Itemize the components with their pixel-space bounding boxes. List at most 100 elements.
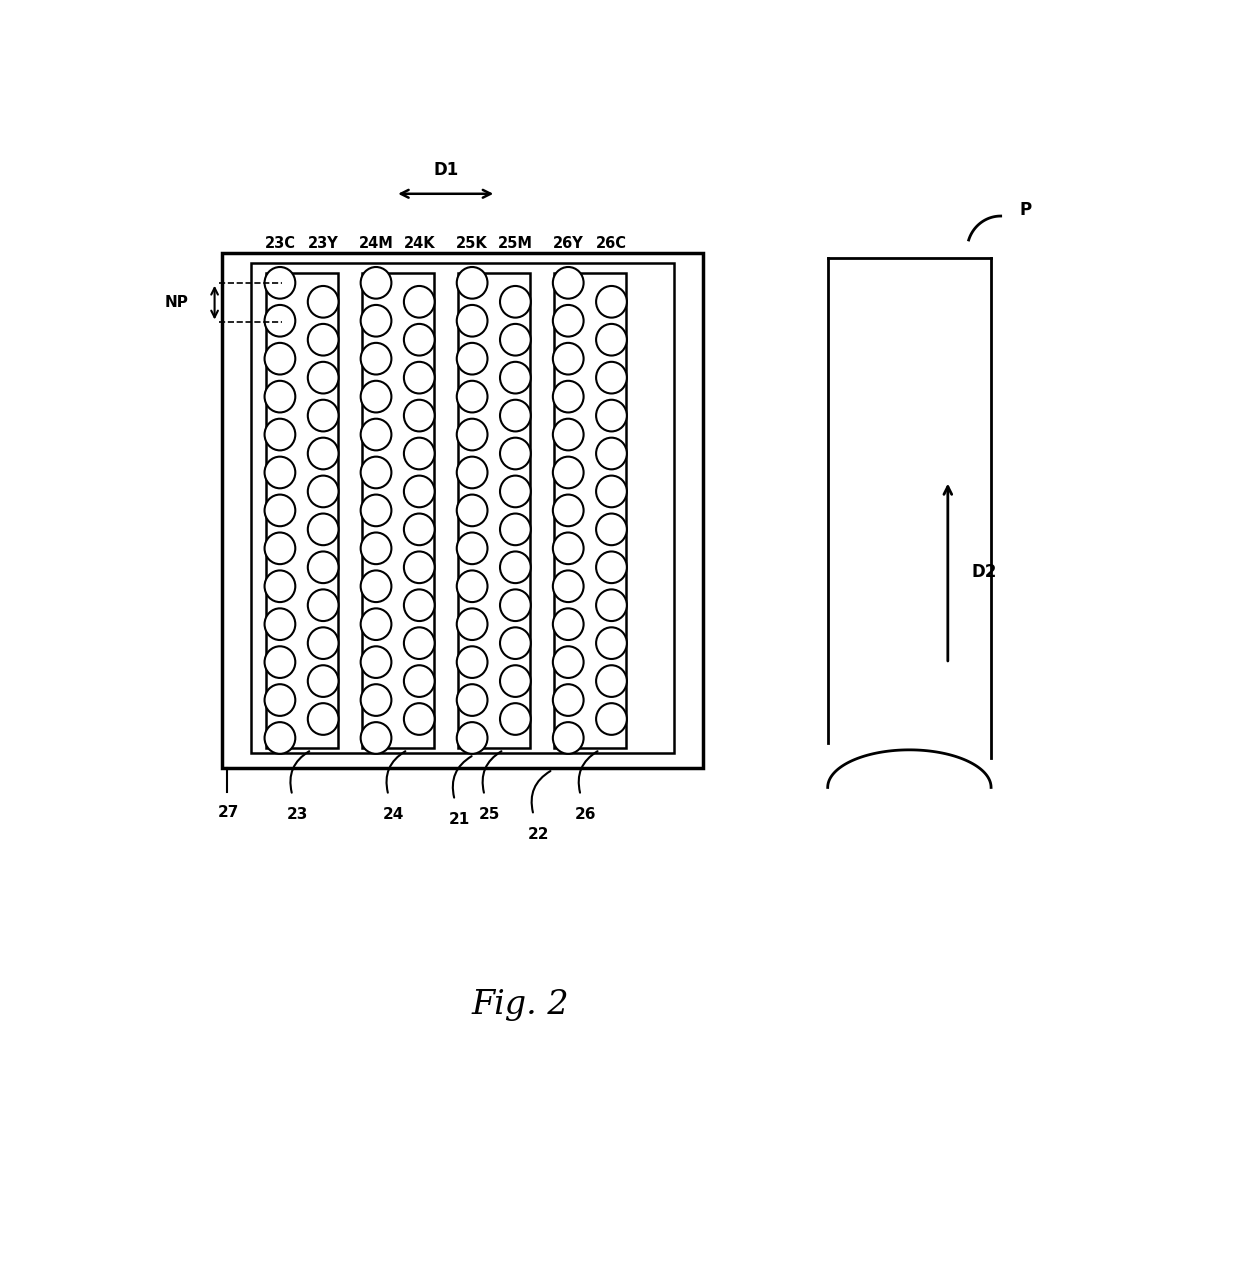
Circle shape bbox=[361, 532, 392, 564]
Text: 27: 27 bbox=[217, 806, 239, 820]
Circle shape bbox=[553, 646, 584, 678]
Circle shape bbox=[500, 627, 531, 659]
Circle shape bbox=[596, 627, 627, 659]
Circle shape bbox=[596, 324, 627, 356]
Circle shape bbox=[456, 419, 487, 450]
Text: 21: 21 bbox=[449, 812, 470, 828]
Text: 25M: 25M bbox=[498, 236, 533, 251]
Circle shape bbox=[596, 590, 627, 621]
Text: 24M: 24M bbox=[358, 236, 393, 251]
Bar bbox=[265, 272, 337, 748]
Circle shape bbox=[308, 703, 339, 735]
Circle shape bbox=[264, 684, 295, 716]
Circle shape bbox=[264, 646, 295, 678]
Text: 22: 22 bbox=[528, 828, 549, 842]
Circle shape bbox=[553, 684, 584, 716]
Circle shape bbox=[264, 571, 295, 603]
Circle shape bbox=[456, 380, 487, 412]
Circle shape bbox=[456, 684, 487, 716]
Bar bbox=[362, 272, 434, 748]
Circle shape bbox=[596, 514, 627, 545]
Text: NP: NP bbox=[164, 296, 188, 310]
Circle shape bbox=[596, 362, 627, 393]
Circle shape bbox=[264, 267, 295, 298]
Circle shape bbox=[404, 362, 435, 393]
Circle shape bbox=[456, 343, 487, 374]
Circle shape bbox=[553, 305, 584, 337]
Circle shape bbox=[308, 287, 339, 317]
Text: Fig. 2: Fig. 2 bbox=[471, 989, 569, 1022]
Circle shape bbox=[404, 400, 435, 432]
Circle shape bbox=[456, 646, 487, 678]
Circle shape bbox=[308, 400, 339, 432]
Text: 25: 25 bbox=[479, 807, 500, 822]
Circle shape bbox=[264, 343, 295, 374]
Circle shape bbox=[361, 343, 392, 374]
Circle shape bbox=[404, 514, 435, 545]
Circle shape bbox=[456, 571, 487, 603]
Circle shape bbox=[456, 532, 487, 564]
Circle shape bbox=[553, 267, 584, 298]
Circle shape bbox=[361, 380, 392, 412]
Circle shape bbox=[264, 456, 295, 488]
Circle shape bbox=[264, 608, 295, 640]
Circle shape bbox=[361, 267, 392, 298]
Circle shape bbox=[308, 362, 339, 393]
Circle shape bbox=[500, 514, 531, 545]
Circle shape bbox=[456, 267, 487, 298]
Circle shape bbox=[456, 305, 487, 337]
Text: 24: 24 bbox=[383, 807, 404, 822]
Circle shape bbox=[404, 438, 435, 469]
Circle shape bbox=[500, 400, 531, 432]
Text: 23Y: 23Y bbox=[308, 236, 339, 251]
Circle shape bbox=[596, 703, 627, 735]
Circle shape bbox=[404, 324, 435, 356]
Circle shape bbox=[361, 305, 392, 337]
Bar bbox=[222, 253, 703, 767]
Circle shape bbox=[500, 703, 531, 735]
Circle shape bbox=[456, 608, 487, 640]
Text: 23C: 23C bbox=[264, 236, 295, 251]
Circle shape bbox=[553, 380, 584, 412]
Circle shape bbox=[361, 495, 392, 527]
Circle shape bbox=[308, 514, 339, 545]
Circle shape bbox=[456, 495, 487, 527]
Circle shape bbox=[361, 608, 392, 640]
Circle shape bbox=[553, 532, 584, 564]
Text: 26: 26 bbox=[575, 807, 596, 822]
Circle shape bbox=[361, 419, 392, 450]
Circle shape bbox=[264, 419, 295, 450]
Circle shape bbox=[308, 551, 339, 583]
Circle shape bbox=[500, 287, 531, 317]
Circle shape bbox=[404, 627, 435, 659]
Circle shape bbox=[553, 419, 584, 450]
Circle shape bbox=[404, 475, 435, 508]
Circle shape bbox=[596, 666, 627, 696]
Circle shape bbox=[264, 722, 295, 754]
Circle shape bbox=[404, 703, 435, 735]
Circle shape bbox=[404, 590, 435, 621]
Circle shape bbox=[456, 722, 487, 754]
Circle shape bbox=[500, 438, 531, 469]
Circle shape bbox=[308, 666, 339, 696]
Circle shape bbox=[404, 551, 435, 583]
Circle shape bbox=[553, 495, 584, 527]
Circle shape bbox=[361, 646, 392, 678]
Circle shape bbox=[596, 400, 627, 432]
Circle shape bbox=[361, 571, 392, 603]
Circle shape bbox=[500, 551, 531, 583]
Circle shape bbox=[264, 495, 295, 527]
Text: 26C: 26C bbox=[596, 236, 627, 251]
Circle shape bbox=[308, 438, 339, 469]
Circle shape bbox=[264, 532, 295, 564]
Circle shape bbox=[500, 590, 531, 621]
Text: 24K: 24K bbox=[403, 236, 435, 251]
Circle shape bbox=[553, 608, 584, 640]
Circle shape bbox=[500, 475, 531, 508]
Text: 26Y: 26Y bbox=[553, 236, 584, 251]
Circle shape bbox=[361, 684, 392, 716]
Text: P: P bbox=[1019, 200, 1032, 218]
Circle shape bbox=[596, 551, 627, 583]
Circle shape bbox=[553, 343, 584, 374]
Bar bbox=[458, 272, 529, 748]
